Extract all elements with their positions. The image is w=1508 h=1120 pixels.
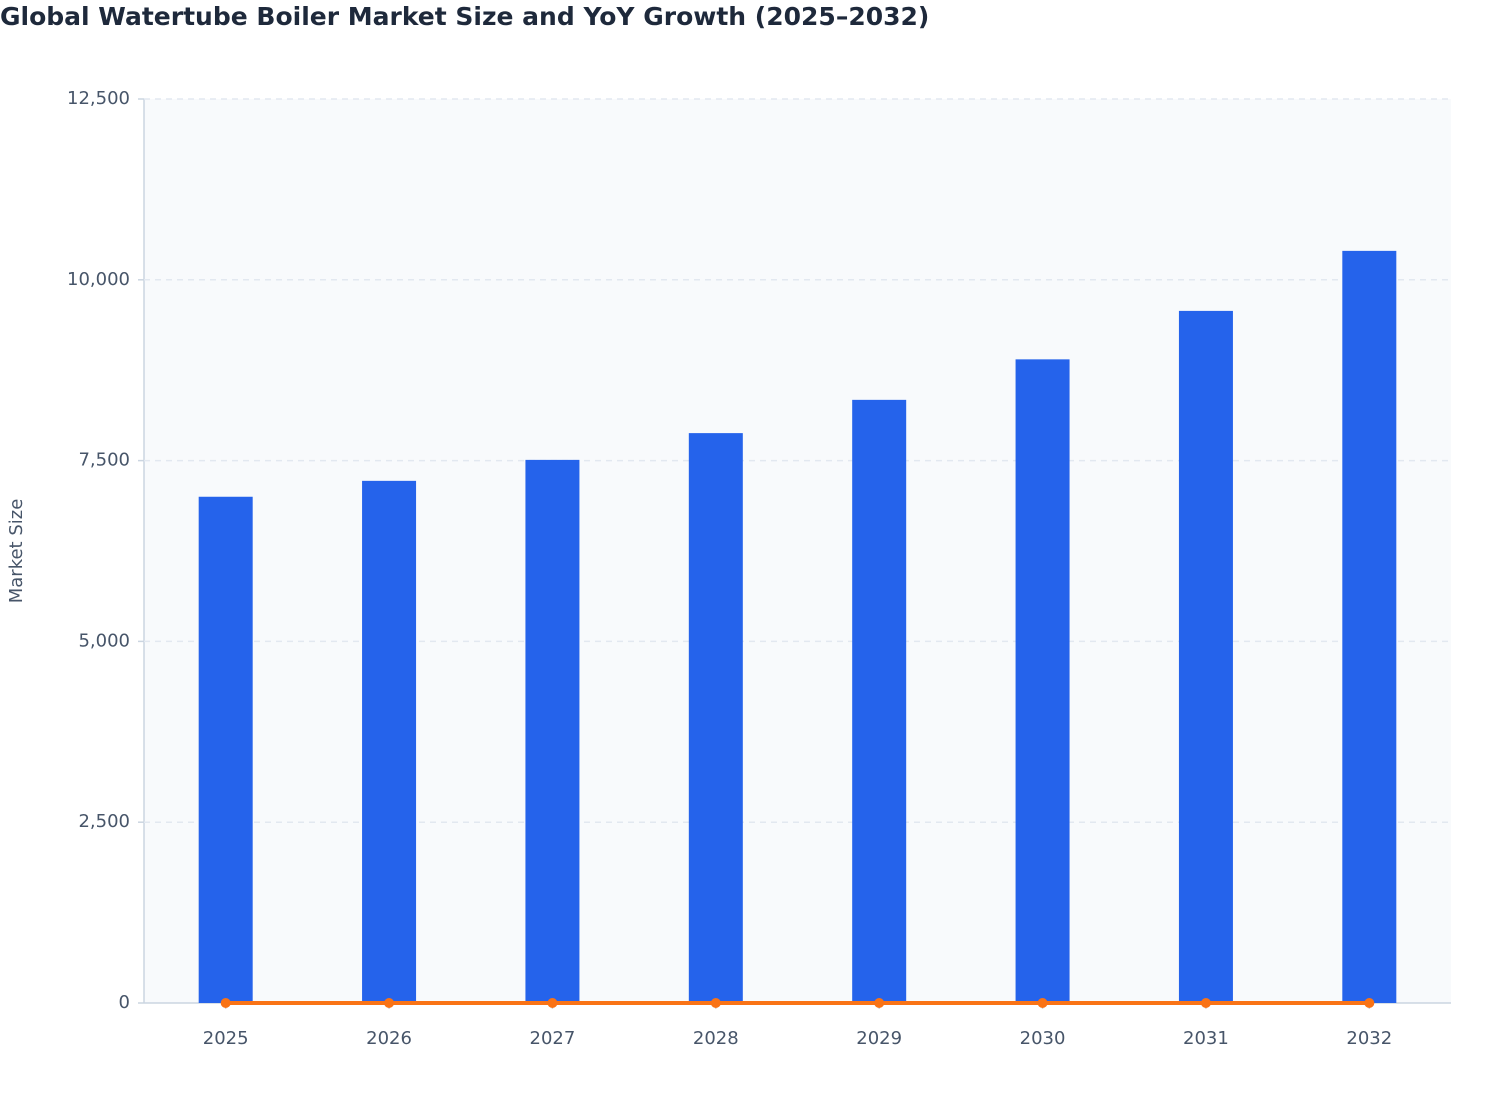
- x-tick-label: 2026: [366, 1028, 412, 1049]
- line-point: [874, 998, 885, 1008]
- line-point: [1364, 998, 1375, 1008]
- bar: [198, 496, 253, 1003]
- x-tick-label: 2030: [1020, 1028, 1066, 1049]
- line-point: [384, 998, 395, 1008]
- y-tick-label: 2,500: [78, 811, 130, 832]
- y-axis-label: Market Size: [6, 499, 27, 604]
- x-tick-label: 2027: [530, 1028, 576, 1049]
- bar: [1178, 310, 1233, 1004]
- line-point: [1037, 998, 1048, 1008]
- x-tick-label: 2032: [1346, 1028, 1392, 1049]
- y-tick-label: 12,500: [67, 88, 130, 109]
- bar: [362, 480, 417, 1003]
- line-point: [710, 998, 721, 1008]
- x-tick-label: 2031: [1183, 1028, 1229, 1049]
- x-tick-label: 2025: [203, 1028, 249, 1049]
- line-point: [220, 998, 231, 1008]
- y-tick-label: 10,000: [67, 269, 130, 290]
- bar: [1015, 359, 1070, 1003]
- bar: [688, 433, 743, 1003]
- y-tick-label: 5,000: [78, 630, 130, 651]
- x-tick-label: 2029: [856, 1028, 902, 1049]
- bar: [852, 399, 907, 1003]
- x-tick-label: 2028: [693, 1028, 739, 1049]
- bar: [525, 459, 580, 1003]
- plot-area: [144, 99, 1451, 1003]
- chart-title: Global Watertube Boiler Market Size and …: [0, 2, 929, 31]
- line-point: [547, 998, 558, 1008]
- y-tick-label: 7,500: [78, 450, 130, 471]
- line-point: [1200, 998, 1211, 1008]
- bar: [1342, 250, 1397, 1003]
- y-tick-label: 0: [119, 992, 130, 1013]
